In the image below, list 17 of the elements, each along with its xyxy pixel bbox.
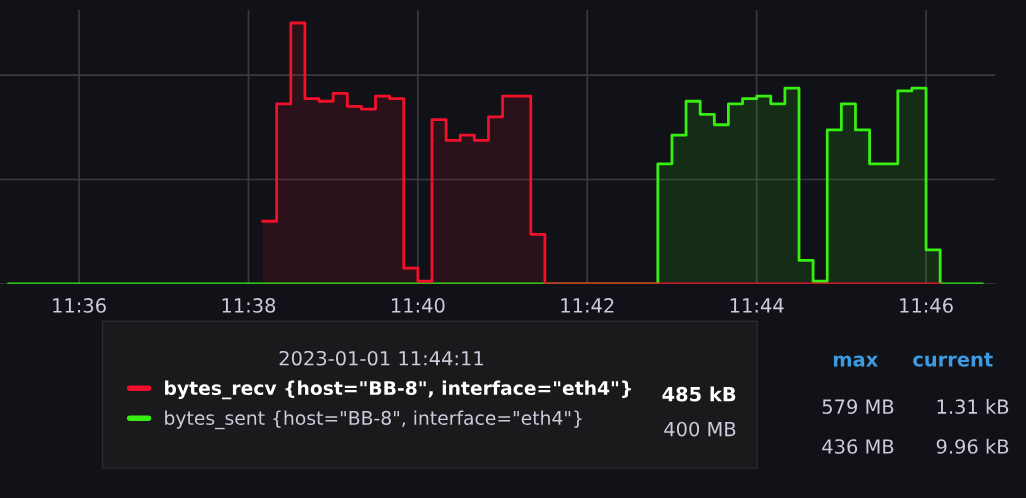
x-tick-label: 11:42 [561, 298, 614, 313]
x-tick-label: 11:36 [53, 298, 106, 313]
x-tick-label: 11:38 [222, 298, 276, 313]
x-tick-label: 11:44 [730, 298, 784, 313]
text: 579 MB [822, 399, 894, 414]
text: 436 MB [822, 439, 894, 454]
legend-title: 2023-01-01 11:44:11 [279, 350, 483, 366]
text: 1.31 kB [937, 398, 1009, 414]
text: 400 MB [664, 421, 736, 437]
text: 9.96 kB [936, 438, 1009, 454]
legend-label: bytes_sent {host="BB-8", interface="eth4"} [165, 410, 582, 430]
text: current [913, 352, 993, 367]
legend-label: bytes_recv {host="BB-8", interface="eth4"} [165, 380, 631, 400]
x-tick-label: 11:46 [900, 298, 953, 313]
x-tick-label: 11:40 [391, 298, 445, 313]
text: 485 kB [662, 386, 736, 402]
text: max [833, 355, 878, 367]
